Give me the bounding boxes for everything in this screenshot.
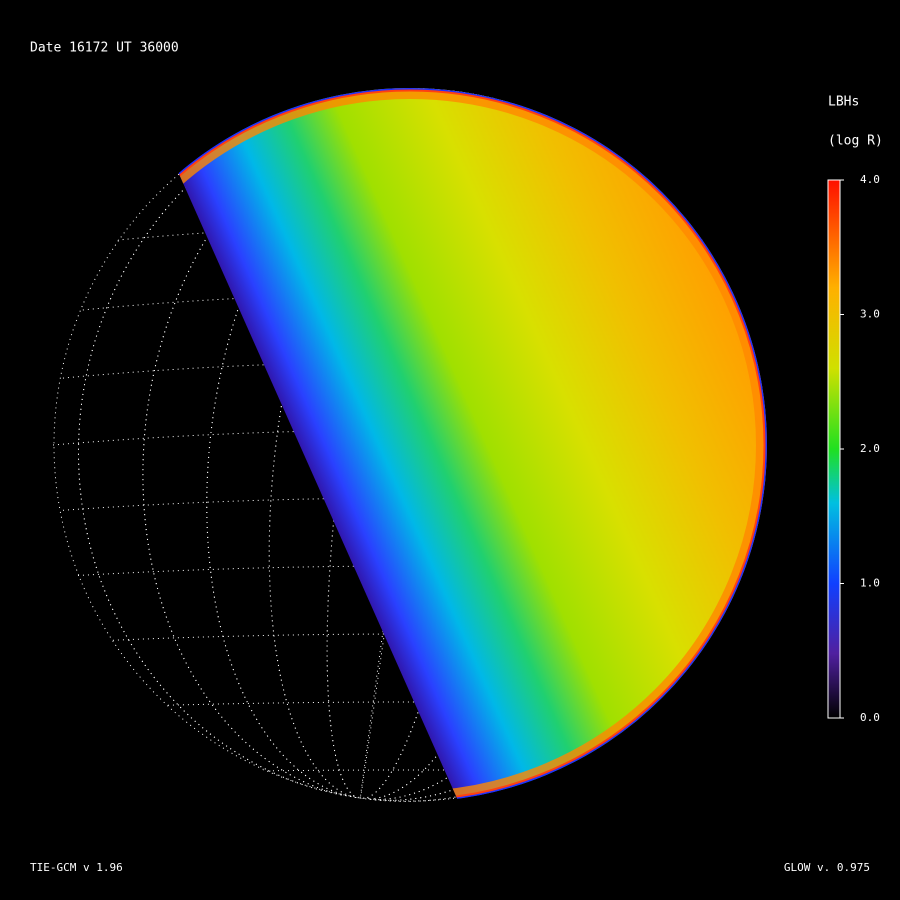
colorbar-units: (log R) xyxy=(828,134,883,149)
colorbar-tick-label: 0.0 xyxy=(860,711,880,724)
colorbar-tick-label: 2.0 xyxy=(860,442,880,455)
parallel xyxy=(53,769,767,776)
colorbar-tick-label: 3.0 xyxy=(860,308,880,321)
dayside xyxy=(175,88,767,802)
emission xyxy=(175,88,767,802)
colorbar-tick-label: 4.0 xyxy=(860,173,880,186)
footer-right: GLOW v. 0.975 xyxy=(784,861,870,874)
date-label: Date 16172 UT 36000 xyxy=(30,41,179,56)
colorbar-tick-label: 1.0 xyxy=(860,577,880,590)
colorbar-title: LBHs xyxy=(828,95,859,110)
parallel xyxy=(53,701,767,710)
footer-left: TIE-GCM v 1.96 xyxy=(30,861,123,874)
colorbar xyxy=(827,179,841,719)
